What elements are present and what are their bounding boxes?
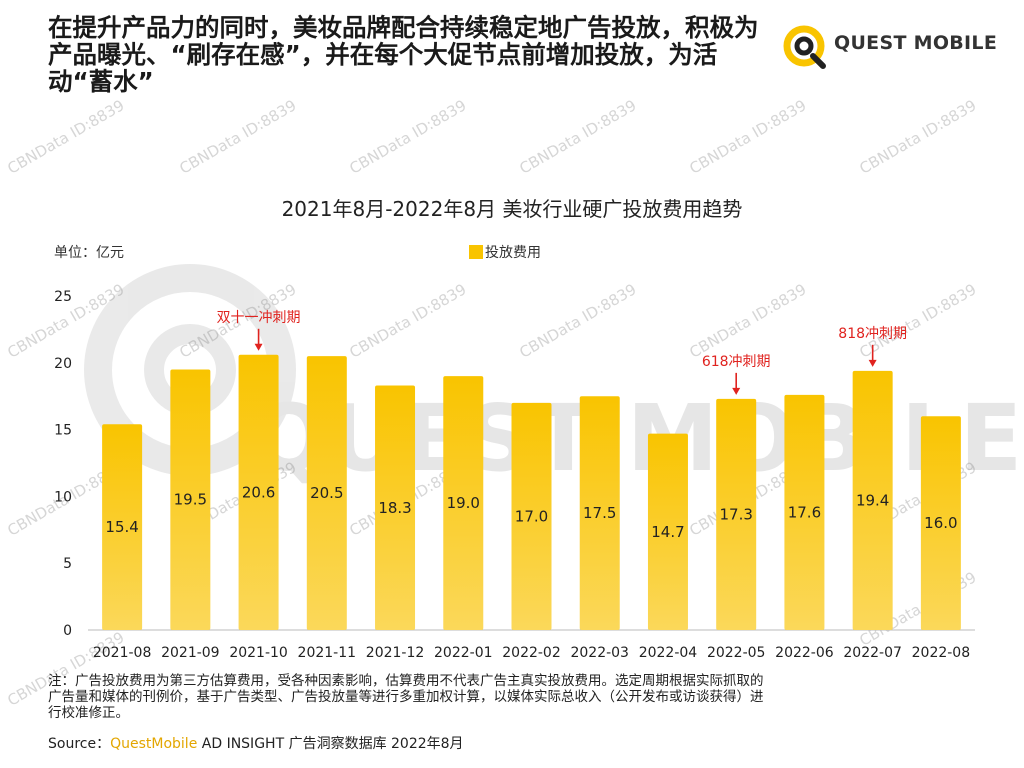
y-tick-label: 0 (63, 623, 72, 639)
bar (170, 369, 211, 630)
bar (375, 385, 416, 630)
page-headline: 在提升产品力的同时，美妆品牌配合持续稳定地广告投放，积极为产品曝光、“刷存在感”… (48, 13, 759, 96)
annotation-label: 618冲刺期 (702, 354, 771, 370)
annotation-arrow-head (732, 387, 741, 395)
data-label: 20.6 (242, 483, 275, 501)
source-suffix: AD INSIGHT 广告洞察数据库 2022年8月 (197, 736, 464, 752)
chart-title: 2021年8月-2022年8月 美妆行业硬广投放费用趋势 (281, 197, 743, 221)
x-tick-label: 2022-08 (912, 645, 971, 661)
x-tick-label: 2022-07 (843, 645, 902, 661)
data-label: 19.4 (856, 491, 889, 509)
legend-swatch (469, 245, 483, 259)
source-prefix: Source： (48, 736, 111, 752)
note-line: 行校准修正。 (48, 705, 129, 721)
data-label: 15.4 (105, 518, 138, 536)
unit-label: 单位：亿元 (54, 245, 124, 261)
quest-mobile-logo: QUEST MOBILE (776, 14, 997, 78)
brand-watermark-text: QUEST MOBILE (250, 385, 1022, 492)
annotation-label: 818冲刺期 (838, 326, 907, 342)
x-tick-label: 2021-11 (298, 645, 357, 661)
x-tick-label: 2022-06 (775, 645, 834, 661)
chart-notes: 注：广告投放费用为第三方估算费用，受各种因素影响，估算费用不代表广告主真实投放费… (48, 673, 978, 721)
bar (784, 394, 825, 630)
y-tick-label: 20 (54, 356, 72, 372)
legend-label: 投放费用 (485, 245, 541, 261)
data-label: 16.0 (924, 514, 957, 532)
chart-legend: 投放费用 (469, 242, 541, 262)
bar (511, 402, 552, 630)
bar (102, 424, 143, 630)
quest-mobile-logo-icon (783, 25, 826, 69)
x-tick-label: 2021-09 (161, 645, 220, 661)
bar (443, 376, 484, 630)
note-line: 广告量和媒体的刊例价，基于广告类型、广告投放量等进行多重加权计算，以媒体实际总收… (48, 689, 764, 705)
y-tick-label: 25 (54, 289, 72, 305)
bar (647, 433, 688, 630)
bar (238, 354, 279, 630)
y-tick-label: 15 (54, 423, 72, 439)
y-tick-label: 5 (63, 556, 72, 572)
source-line: Source：QuestMobile AD INSIGHT 广告洞察数据库 20… (48, 733, 464, 753)
data-label: 17.3 (719, 505, 752, 523)
data-label: 17.6 (788, 503, 821, 521)
data-label: 18.3 (378, 499, 411, 517)
note-line: 注：广告投放费用为第三方估算费用，受各种因素影响，估算费用不代表广告主真实投放费… (48, 673, 764, 689)
annotation-label: 双十一冲刺期 (217, 310, 301, 326)
bar (920, 416, 961, 630)
y-tick-label: 10 (54, 489, 72, 505)
data-label: 20.5 (310, 484, 343, 502)
annotation-arrow-head (254, 343, 263, 351)
x-tick-label: 2022-04 (639, 645, 698, 661)
bar (852, 370, 893, 630)
bar (306, 356, 347, 630)
x-tick-label: 2021-08 (93, 645, 152, 661)
x-tick-label: 2021-12 (366, 645, 425, 661)
data-label: 17.5 (583, 504, 616, 522)
x-tick-label: 2022-05 (707, 645, 766, 661)
logo-text: QUEST MOBILE (834, 32, 998, 54)
data-label: 19.5 (174, 491, 207, 509)
x-tick-label: 2022-02 (502, 645, 561, 661)
data-label: 14.7 (651, 523, 684, 541)
data-label: 19.0 (447, 494, 480, 512)
bar (579, 396, 620, 630)
bar-chart: QUEST MOBILE 0 5 10 15 20 25 15.4 2021-08 19.5 20… (54, 264, 1022, 661)
source-brand: QuestMobile (110, 736, 198, 752)
annotation-arrow-head (868, 359, 877, 367)
x-tick-label: 2022-01 (434, 645, 493, 661)
x-tick-label: 2021-10 (229, 645, 288, 661)
x-tick-label: 2022-03 (570, 645, 629, 661)
bar (716, 398, 757, 630)
data-label: 17.0 (515, 507, 548, 525)
